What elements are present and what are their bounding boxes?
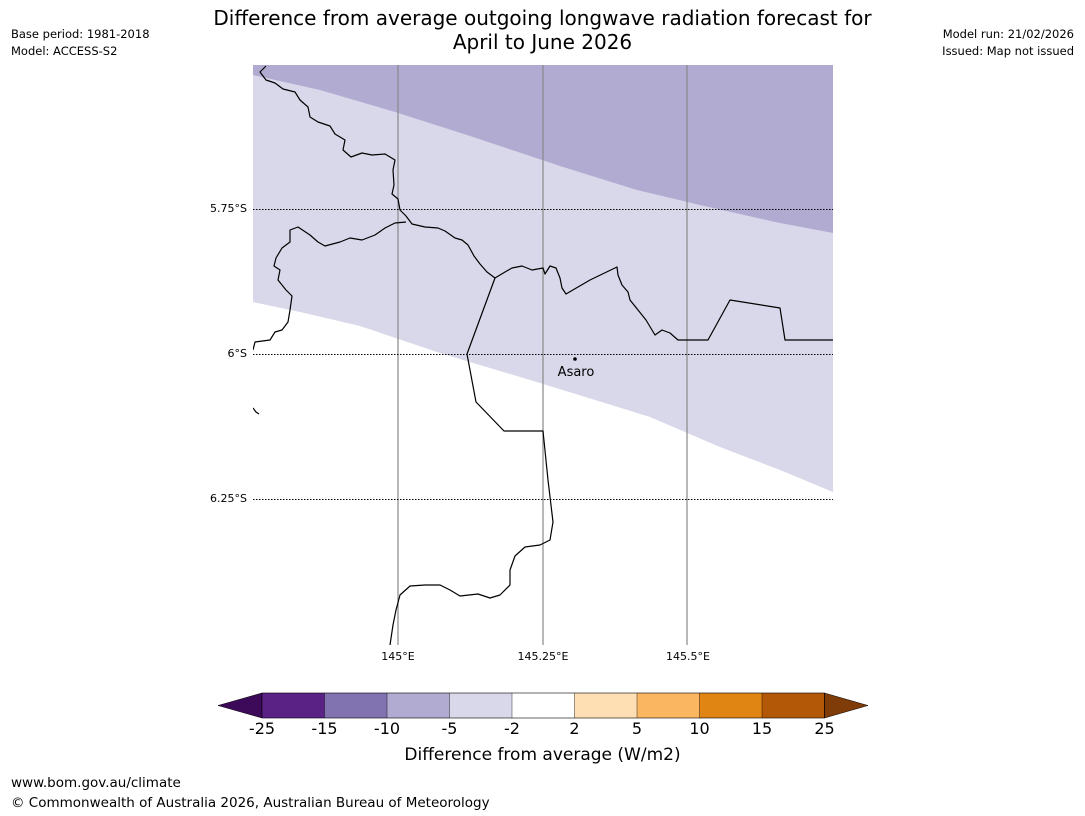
footer-copyright: © Commonwealth of Australia 2026, Austra… — [11, 795, 490, 811]
colorbar-segment-8 — [699, 693, 762, 718]
lat-label-6-25: 6.25°S — [210, 492, 247, 505]
colorbar-segment-4 — [449, 693, 512, 718]
colorbar-segment-3 — [387, 693, 450, 718]
map-title: Difference from average outgoing longwav… — [0, 6, 1085, 54]
border-west-loop — [253, 221, 407, 351]
map-area — [253, 65, 833, 645]
colorbar-tick: -25 — [248, 719, 276, 738]
meta-right: Model run: 21/02/2026 Issued: Map not is… — [942, 26, 1074, 60]
colorbar-title: Difference from average (W/m2) — [404, 745, 681, 765]
province-borders — [253, 65, 833, 645]
meta-left: Base period: 1981-2018 Model: ACCESS-S2 — [11, 26, 150, 60]
colorbar-tick: -10 — [373, 719, 401, 738]
base-period-text: Base period: 1981-2018 — [11, 27, 150, 41]
border-edge-tick — [253, 407, 260, 415]
colorbar-segment-9 — [762, 693, 825, 718]
colorbar-segment-6 — [574, 693, 637, 718]
colorbar-tick: 10 — [689, 719, 710, 738]
model-run-text: Model run: 21/02/2026 — [942, 27, 1074, 41]
gridlines — [253, 65, 833, 645]
border-west-north — [259, 65, 833, 341]
colorbar-tick: -5 — [441, 719, 458, 738]
asaro-label: Asaro — [557, 365, 595, 380]
colorbar-outline — [261, 692, 825, 719]
lon-label-145-5: 145.5°E — [666, 650, 710, 663]
lat-label-5-75: 5.75°S — [210, 202, 247, 215]
colorbar-segment-1 — [262, 693, 325, 718]
issued-text: Issued: Map not issued — [942, 44, 1074, 58]
lon-label-145-25: 145.25°E — [517, 650, 569, 663]
colorbar — [217, 692, 869, 719]
colorbar-segment-7 — [637, 693, 700, 718]
colorbar-dividers — [324, 693, 763, 718]
colorbar-arrow-low — [217, 692, 263, 719]
colorbar-segment-2 — [324, 693, 387, 718]
map-title-line2: April to June 2026 — [452, 30, 633, 54]
model-text: Model: ACCESS-S2 — [11, 44, 118, 58]
lat-label-6: 6°S — [227, 347, 247, 360]
colorbar-tick: 2 — [569, 719, 580, 738]
footer-url[interactable]: www.bom.gov.au/climate — [11, 775, 181, 791]
border-central — [389, 277, 554, 645]
colorbar-tick: 25 — [814, 719, 835, 738]
colorbar-tick: 15 — [751, 719, 773, 738]
colorbar-tick: -2 — [504, 719, 520, 738]
colorbar-tick: -15 — [311, 719, 338, 738]
colorbar-arrow-high — [824, 692, 869, 719]
lon-label-145: 145°E — [381, 650, 415, 663]
colorbar-segment-5 — [512, 693, 575, 718]
map-title-line1: Difference from average outgoing longwav… — [213, 6, 872, 30]
colorbar-tick: 5 — [631, 719, 643, 738]
asaro-marker — [573, 357, 577, 361]
